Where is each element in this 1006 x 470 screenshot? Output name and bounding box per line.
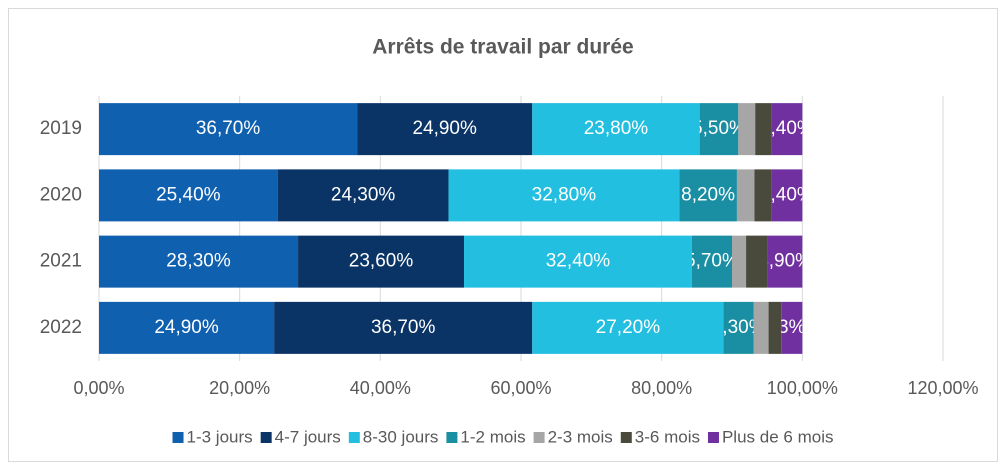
data-label: 5,70% bbox=[685, 251, 739, 272]
bar-segment bbox=[771, 169, 803, 222]
bar-segment bbox=[723, 301, 754, 354]
x-tick-label: 20,00% bbox=[209, 378, 270, 398]
bar-segment bbox=[277, 169, 449, 222]
bar-segment bbox=[754, 169, 772, 222]
data-label: 24,90% bbox=[154, 317, 219, 338]
legend-item: 1-3 jours bbox=[172, 427, 253, 446]
bar-segment bbox=[771, 103, 803, 156]
data-label: 24,30% bbox=[331, 184, 396, 205]
y-tick-label: 2019 bbox=[40, 118, 82, 139]
legend-swatch bbox=[260, 432, 272, 443]
data-label: 36,70% bbox=[196, 118, 261, 139]
x-tick-label: 60,00% bbox=[490, 378, 551, 398]
data-label: 24,90% bbox=[412, 118, 477, 139]
bar-segment bbox=[448, 169, 680, 222]
bar-segment bbox=[732, 235, 747, 288]
data-label: 25,40% bbox=[156, 184, 221, 205]
x-tick-label: 80,00% bbox=[631, 378, 692, 398]
legend-item: 4-7 jours bbox=[260, 427, 341, 446]
bar-segment bbox=[99, 169, 278, 222]
data-label: 32,40% bbox=[546, 251, 611, 272]
legend-label: 8-30 jours bbox=[363, 427, 439, 446]
legend-item: Plus de 6 mois bbox=[707, 427, 834, 446]
data-label: 4,40% bbox=[760, 184, 814, 205]
legend-swatch bbox=[620, 432, 632, 443]
data-label: 4,90% bbox=[758, 251, 812, 272]
legend-label: 3-6 mois bbox=[635, 427, 700, 446]
legend-swatch bbox=[446, 432, 458, 443]
legend-item: 8-30 jours bbox=[348, 427, 439, 446]
bar-segment bbox=[738, 103, 756, 156]
data-label: 5,50% bbox=[692, 118, 746, 139]
legend-swatch bbox=[172, 432, 184, 443]
legend-item: 3-6 mois bbox=[620, 427, 700, 446]
bar-segment bbox=[532, 301, 724, 354]
bar-segment bbox=[753, 301, 769, 354]
data-label: 28,30% bbox=[166, 251, 231, 272]
y-tick-label: 2020 bbox=[40, 184, 82, 205]
bar-segment bbox=[99, 235, 299, 288]
legend-item: 1-2 mois bbox=[446, 427, 526, 446]
legend-swatch bbox=[348, 432, 360, 443]
data-label: 27,20% bbox=[596, 317, 661, 338]
bar-segment bbox=[755, 103, 772, 156]
x-tick-label: 40,00% bbox=[350, 378, 411, 398]
data-label: 4,40% bbox=[760, 118, 814, 139]
data-label: 8,20% bbox=[681, 184, 735, 205]
y-tick-label: 2022 bbox=[40, 317, 82, 338]
bar-segment bbox=[746, 235, 768, 288]
data-label: 32,80% bbox=[532, 184, 597, 205]
legend-label: 4-7 jours bbox=[275, 427, 341, 446]
legend-label: 1-3 jours bbox=[187, 427, 253, 446]
bar-segment bbox=[99, 103, 358, 156]
data-label: 3% bbox=[778, 317, 806, 338]
legend-label: 2-3 mois bbox=[548, 427, 613, 446]
bar-segment bbox=[691, 235, 732, 288]
x-tick-label: 100,00% bbox=[767, 378, 838, 398]
data-label: 23,60% bbox=[349, 251, 414, 272]
legend-label: 1-2 mois bbox=[460, 427, 525, 446]
data-label: 36,70% bbox=[371, 317, 436, 338]
bar-segment bbox=[736, 169, 755, 222]
data-label: 4,30% bbox=[712, 317, 766, 338]
bar-segment bbox=[464, 235, 692, 288]
legend-item: 2-3 mois bbox=[533, 427, 613, 446]
x-tick-label: 120,00% bbox=[907, 378, 978, 398]
bar-segment bbox=[99, 301, 275, 354]
legend-label: Plus de 6 mois bbox=[722, 427, 834, 446]
chart-border bbox=[8, 8, 998, 462]
legend-swatch bbox=[533, 432, 545, 443]
bar-segment bbox=[781, 301, 803, 354]
bar-segment bbox=[699, 103, 739, 156]
bar-segment bbox=[274, 301, 533, 354]
data-label: 23,80% bbox=[584, 118, 649, 139]
legend-swatch bbox=[707, 432, 719, 443]
bar-segment bbox=[768, 301, 782, 354]
y-tick-label: 2021 bbox=[40, 251, 82, 272]
bar-segment bbox=[298, 235, 465, 288]
x-tick-label: 0,00% bbox=[73, 378, 124, 398]
chart-title: Arrêts de travail par durée bbox=[372, 36, 633, 59]
bar-segment bbox=[357, 103, 533, 156]
bar-segment bbox=[767, 235, 803, 288]
bar-segment bbox=[532, 103, 700, 156]
bar-segment bbox=[679, 169, 737, 222]
